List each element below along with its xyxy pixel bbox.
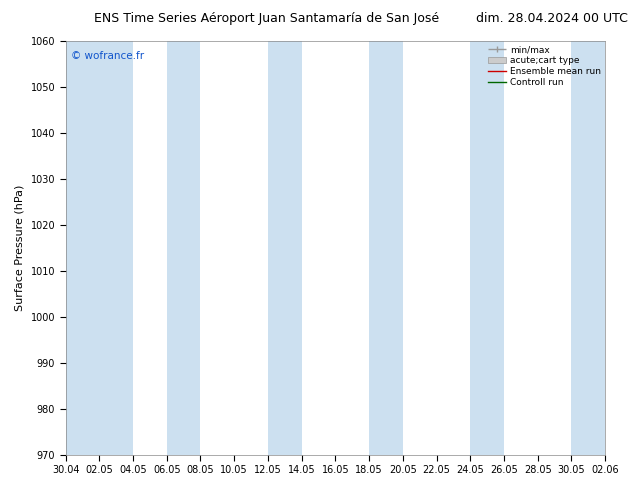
Bar — [65, 41, 133, 455]
Legend: min/max, acute;cart type, Ensemble mean run, Controll run: min/max, acute;cart type, Ensemble mean … — [486, 44, 602, 89]
Bar — [369, 41, 403, 455]
Text: ENS Time Series Aéroport Juan Santamaría de San José: ENS Time Series Aéroport Juan Santamaría… — [94, 12, 439, 25]
Text: dim. 28.04.2024 00 UTC: dim. 28.04.2024 00 UTC — [476, 12, 628, 25]
Bar — [470, 41, 504, 455]
Y-axis label: Surface Pressure (hPa): Surface Pressure (hPa) — [15, 185, 25, 311]
Text: © wofrance.fr: © wofrance.fr — [71, 51, 144, 61]
Bar — [167, 41, 200, 455]
Bar — [571, 41, 605, 455]
Bar — [268, 41, 302, 455]
